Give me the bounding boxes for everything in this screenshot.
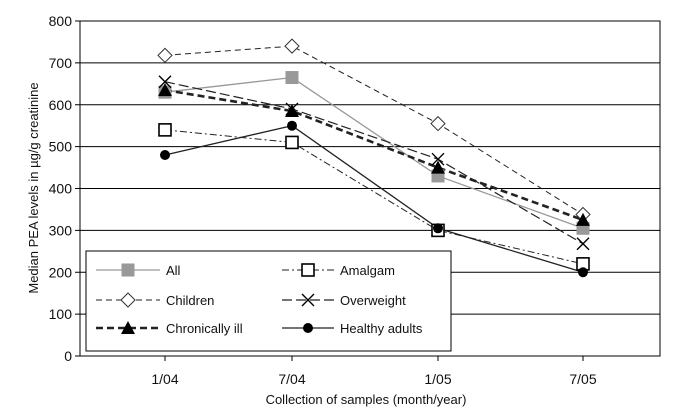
data-point-children	[284, 38, 300, 54]
series-line-amalgam	[164, 129, 584, 265]
x-tick-label: 1/04	[151, 371, 178, 387]
data-point-children	[157, 47, 173, 64]
legend-label-all: All	[166, 263, 181, 278]
data-point-healthy-adults	[578, 267, 588, 278]
data-point-healthy-adults	[287, 120, 297, 131]
y-tick-label: 0	[64, 348, 72, 364]
legend-marker-healthy-adults	[303, 323, 313, 333]
y-axis-title: Median PEA levels in µg/g creatinine	[26, 82, 41, 293]
series-markers	[157, 38, 591, 278]
series-line-children	[164, 45, 584, 215]
y-tick-label: 500	[49, 139, 73, 155]
data-point-overweight	[576, 237, 590, 251]
legend-marker-children	[120, 292, 136, 308]
legend-label-chronically-ill: Chronically ill	[166, 321, 243, 336]
data-point-children	[430, 115, 446, 132]
legend-label-overweight: Overweight	[340, 293, 406, 308]
x-axis-title: Collection of samples (month/year)	[266, 392, 467, 407]
y-tick-label: 700	[49, 55, 73, 71]
legend-marker-chronically-ill	[121, 321, 135, 334]
legend-label-amalgam: Amalgam	[340, 263, 395, 278]
data-point-chronically-ill	[285, 104, 299, 118]
data-point-healthy-adults	[433, 223, 443, 234]
y-axis-ticks: 0 100 200 300 400 500 600 700 800	[49, 13, 80, 364]
y-tick-label: 800	[49, 13, 73, 29]
data-point-chronically-ill	[158, 83, 172, 97]
x-axis-ticks: 1/04 7/04 1/05 7/05	[151, 356, 597, 387]
data-point-amalgam	[285, 135, 299, 150]
legend-marker-amalgam	[301, 263, 315, 277]
x-tick-label: 1/05	[424, 371, 451, 387]
data-point-chronically-ill	[431, 160, 445, 174]
data-point-overweight	[158, 75, 172, 89]
data-point-all	[285, 71, 299, 85]
y-tick-label: 100	[49, 306, 73, 322]
y-tick-label: 200	[49, 264, 73, 280]
x-tick-label: 7/05	[569, 371, 596, 387]
series-line-all	[164, 76, 584, 229]
data-point-amalgam	[158, 123, 172, 137]
series-line-healthy-adults	[164, 124, 584, 273]
data-point-chronically-ill	[576, 212, 590, 226]
series-line-overweight	[164, 81, 584, 245]
x-tick-label: 7/04	[278, 371, 305, 387]
legend-label-children: Children	[166, 293, 214, 308]
legend-marker-overweight	[301, 293, 315, 307]
legend-marker-all	[121, 263, 135, 277]
data-point-overweight	[431, 152, 445, 166]
y-tick-label: 300	[49, 222, 73, 238]
y-tick-label: 400	[49, 181, 73, 197]
y-tick-label: 600	[49, 97, 73, 113]
series-line-chronically-ill	[164, 88, 584, 222]
legend-label-healthy-adults: Healthy adults	[340, 321, 423, 336]
series-lines	[164, 45, 584, 273]
legend-box	[85, 250, 452, 352]
data-point-healthy-adults	[160, 150, 170, 160]
legend: All Amalgam Children Overweight Chronically …	[85, 250, 452, 352]
